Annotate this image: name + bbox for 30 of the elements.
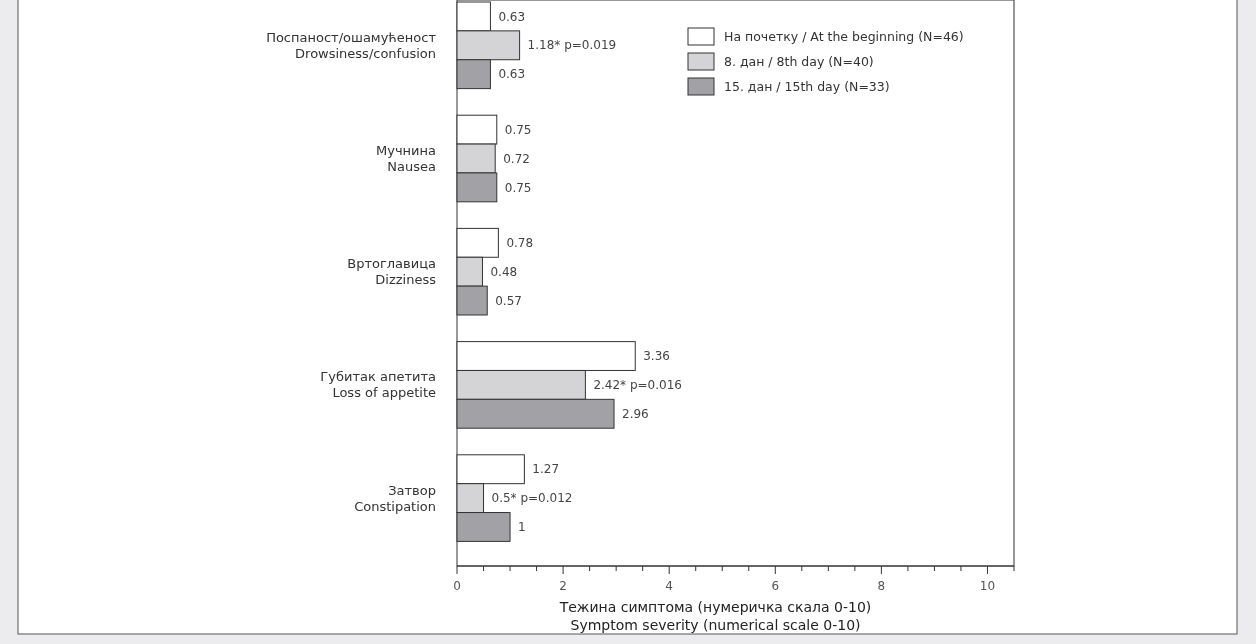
x-tick-label: 2 xyxy=(559,579,567,593)
data-label: 0.48 xyxy=(490,264,518,279)
x-tick-label: 6 xyxy=(771,579,780,593)
data-label: 3.36 xyxy=(643,349,670,364)
legend-label: 15. дан / 15th day (N=33) xyxy=(724,79,890,95)
x-tick-label: 8 xyxy=(877,579,886,593)
data-label: 1 xyxy=(518,520,526,535)
x-tick-label: 0 xyxy=(453,579,461,593)
data-label: 0.75 xyxy=(504,180,532,195)
data-label: 0.72 xyxy=(503,151,530,166)
data-label: 0.63 xyxy=(498,67,526,82)
x-tick-label: 4 xyxy=(665,579,674,593)
x-axis-title: Тежина симптома (нумеричка скала 0-10) Symptom severity (numerical scale 0-10) xyxy=(558,599,872,633)
data-label: 0.78 xyxy=(506,236,534,251)
y-tick-label: Затвор Constipation xyxy=(354,482,436,514)
y-tick-label: Губитак апетита Loss of appetite xyxy=(320,369,436,401)
data-label: 0.75 xyxy=(504,122,532,137)
data-label: 2.42* p=0.016 xyxy=(593,378,682,393)
y-tick-label: Поспаност/ошамућеност Drowsiness/confusion xyxy=(266,29,437,61)
legend-label: На почетку / At the beginning (N=46) xyxy=(724,29,964,45)
y-tick-label: Мучнина Nausea xyxy=(375,143,436,175)
data-label: 1.18* p=0.019 xyxy=(527,38,617,53)
data-label: 2.96 xyxy=(622,406,649,421)
legend-label: 8. дан / 8th day (N=40) xyxy=(724,54,874,70)
x-tick-label: 10 xyxy=(979,579,996,593)
data-label: 0.5* p=0.012 xyxy=(491,491,573,506)
y-tick-label: Вртоглавица Dizziness xyxy=(347,256,437,288)
data-label: 0.63 xyxy=(498,9,526,24)
data-label: 0.57 xyxy=(495,293,522,308)
data-label: 1.27 xyxy=(532,462,560,477)
